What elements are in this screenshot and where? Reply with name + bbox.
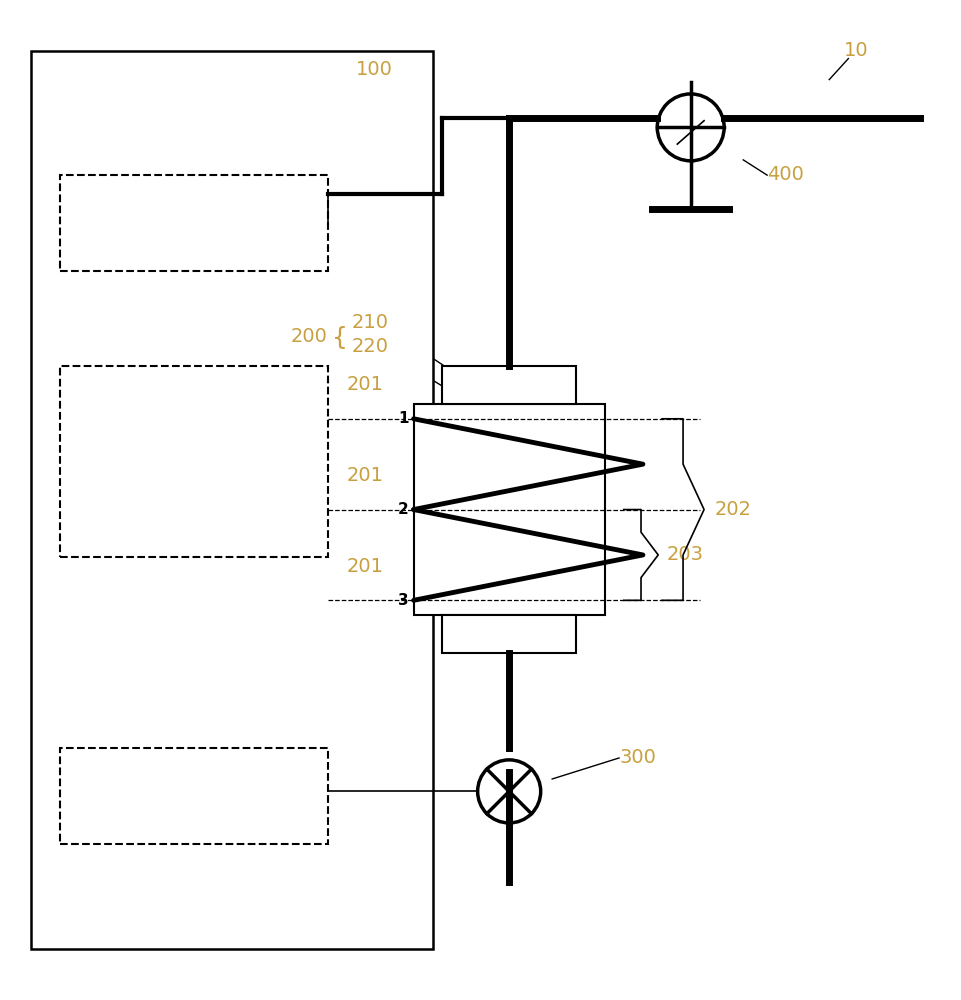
Text: 400: 400 — [767, 165, 804, 184]
Text: 220: 220 — [352, 337, 388, 356]
Bar — [413, 404, 604, 615]
Text: 201: 201 — [347, 557, 383, 576]
Bar — [61, 748, 328, 844]
Bar — [32, 51, 432, 949]
Text: 201: 201 — [347, 466, 383, 485]
Text: 2: 2 — [398, 502, 408, 517]
Text: 210: 210 — [352, 313, 388, 332]
Bar — [61, 175, 328, 271]
Text: 10: 10 — [844, 41, 868, 60]
Text: {: { — [333, 326, 348, 350]
Text: 201: 201 — [347, 375, 383, 394]
Text: 1: 1 — [399, 411, 408, 426]
Text: 100: 100 — [357, 60, 393, 79]
Text: 202: 202 — [715, 500, 752, 519]
Text: 300: 300 — [619, 748, 656, 767]
Text: 3: 3 — [398, 593, 408, 608]
Bar — [442, 366, 576, 404]
Bar — [442, 615, 576, 653]
Text: 203: 203 — [667, 545, 703, 564]
Bar — [61, 366, 328, 557]
Text: 200: 200 — [291, 327, 328, 346]
